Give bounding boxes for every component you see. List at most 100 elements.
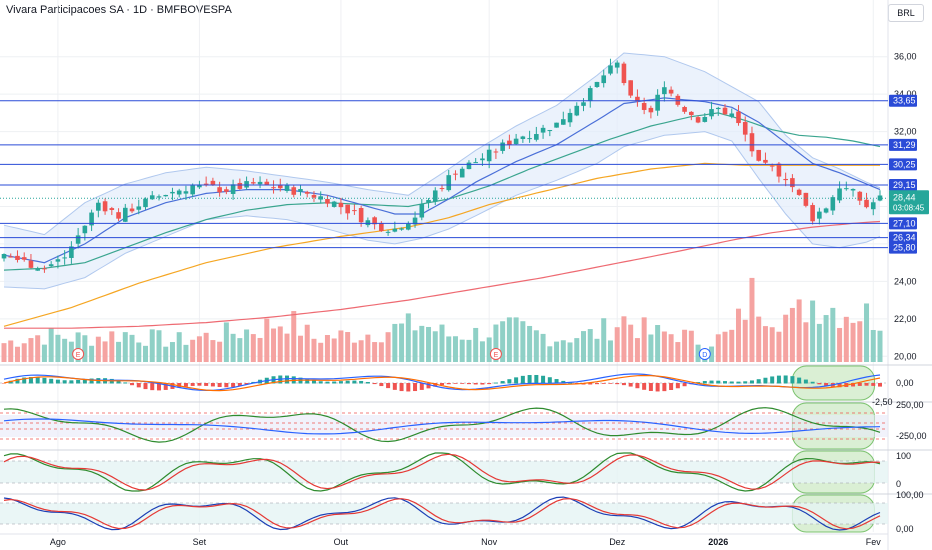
candle-body xyxy=(722,107,728,115)
macd-histogram-bar xyxy=(49,378,54,384)
macd-histogram-bar xyxy=(776,375,781,384)
bollinger-upper-line xyxy=(3,52,881,236)
candle-body xyxy=(655,94,660,111)
bollinger-band-fill xyxy=(4,53,880,289)
candle-body xyxy=(311,194,317,198)
macd-histogram-bar xyxy=(123,382,128,384)
level-badge-label: 29,15 xyxy=(893,180,916,190)
candle-body xyxy=(857,191,863,201)
candle-body xyxy=(493,151,499,153)
candle-body xyxy=(554,122,559,128)
event-marker-label: E xyxy=(494,352,499,359)
candle-body xyxy=(581,102,586,106)
macd-histogram-bar xyxy=(82,379,87,384)
volume-bar xyxy=(95,336,101,362)
volume-bar xyxy=(560,340,566,362)
volume-bar xyxy=(682,329,688,362)
macd-histogram-bar xyxy=(413,383,418,392)
candle-body xyxy=(109,208,115,210)
level-badge-label: 33,65 xyxy=(893,96,916,106)
candle-body xyxy=(641,102,647,110)
volume-bar xyxy=(675,342,681,362)
volume-bar xyxy=(291,311,297,362)
candle-body xyxy=(817,211,822,219)
candle-body xyxy=(365,220,371,226)
macd-histogram-bar xyxy=(790,376,795,384)
level-badge-label: 25,80 xyxy=(893,243,916,253)
volume-bar xyxy=(237,338,243,362)
stoch-band xyxy=(0,461,888,483)
volume-bar xyxy=(816,323,822,362)
volume-bar xyxy=(217,341,223,362)
macd-histogram-bar xyxy=(42,377,47,384)
macd-histogram-bar xyxy=(69,380,74,384)
level-badge xyxy=(889,241,917,254)
level-badge xyxy=(889,158,917,171)
moving-average-long-line xyxy=(4,220,881,329)
volume-bar xyxy=(324,335,330,362)
candle-body xyxy=(513,138,519,145)
volume-bar xyxy=(783,314,789,362)
candle-body xyxy=(230,184,236,194)
stoch-tick-label: 0 xyxy=(896,479,901,489)
time-tick-label: Dez xyxy=(609,537,626,547)
volume-bar xyxy=(190,339,196,362)
volume-bar xyxy=(547,346,553,362)
candle-body xyxy=(379,222,384,232)
candle-body xyxy=(480,158,485,161)
macd-histogram-bar xyxy=(534,374,539,384)
candle-body xyxy=(749,133,755,152)
volume-bar xyxy=(426,326,432,362)
macd-histogram-bar xyxy=(628,383,633,387)
level-badge-label: 31,29 xyxy=(893,140,916,150)
macd-histogram-bar xyxy=(749,380,754,384)
candle-body xyxy=(601,75,607,84)
macd-histogram-bar xyxy=(440,383,444,386)
volume-bar xyxy=(203,332,209,362)
volume-bar xyxy=(607,340,613,362)
candle-body xyxy=(439,188,445,190)
volume-bar xyxy=(500,321,506,362)
macd-histogram-bar xyxy=(702,381,707,384)
candle-body xyxy=(709,109,714,117)
macd-histogram-bar xyxy=(648,383,653,391)
volume-bar xyxy=(365,334,371,362)
volume-bar xyxy=(661,331,667,362)
macd-histogram-bar xyxy=(379,383,384,387)
macd-histogram-bar xyxy=(817,383,822,385)
candle-body xyxy=(318,196,324,200)
candle-body xyxy=(500,142,505,151)
macd-signal-line xyxy=(3,374,881,392)
volume-bar xyxy=(857,321,863,362)
macd-histogram-bar xyxy=(675,383,680,389)
macd-histogram-bar xyxy=(163,383,168,390)
candle-body xyxy=(682,107,687,112)
macd-histogram-bar xyxy=(466,383,471,385)
volume-bar xyxy=(641,317,647,362)
candle-body xyxy=(136,206,142,210)
candle-body xyxy=(486,149,492,162)
macd-histogram-bar xyxy=(22,377,27,384)
macd-histogram-bar xyxy=(35,377,40,384)
moving-average-mid-line xyxy=(3,112,881,271)
volume-bar xyxy=(850,322,856,362)
volume-bar xyxy=(257,337,263,362)
macd-histogram-bar xyxy=(520,375,525,384)
volume-bar xyxy=(695,344,701,362)
candle-body xyxy=(574,105,580,116)
macd-histogram-bar xyxy=(318,381,323,384)
volume-bar xyxy=(803,322,809,362)
macd-histogram-bar xyxy=(709,380,714,384)
candle-body xyxy=(277,185,283,189)
volume-bar xyxy=(311,338,317,362)
level-badge xyxy=(889,231,917,244)
candle-body xyxy=(715,107,721,110)
macd-histogram-bar xyxy=(372,383,377,385)
candle-body xyxy=(796,189,802,195)
candle-body xyxy=(244,181,249,188)
volume-bar xyxy=(351,342,357,362)
volume-bar xyxy=(75,332,81,362)
candle-body xyxy=(42,268,47,270)
volume-bar xyxy=(156,330,162,362)
